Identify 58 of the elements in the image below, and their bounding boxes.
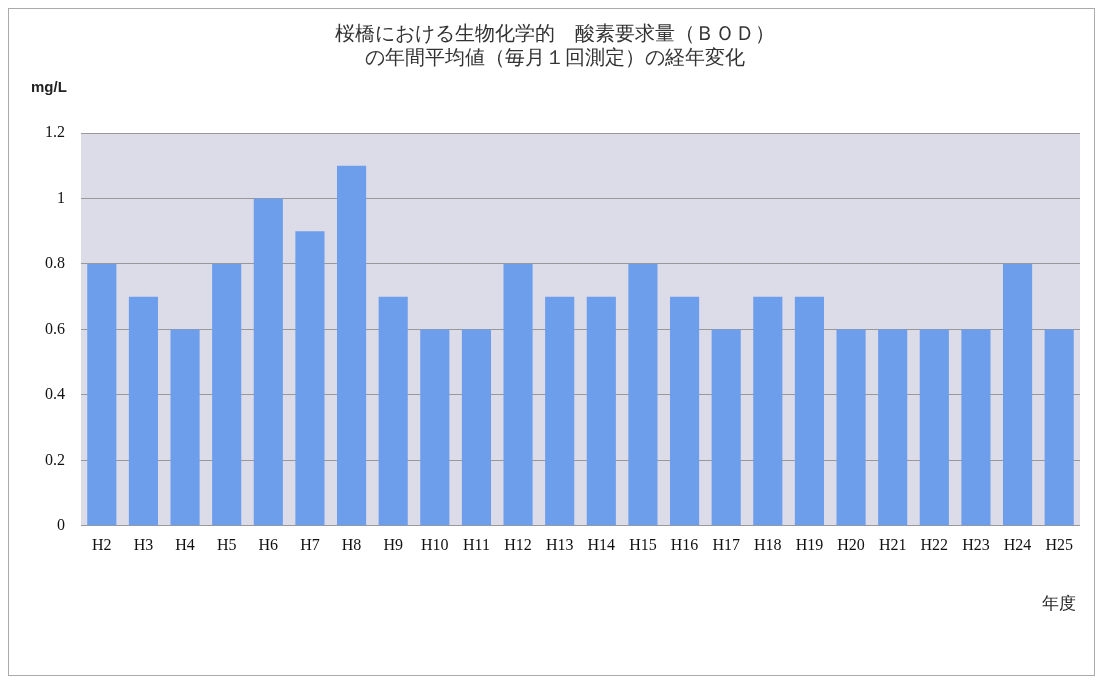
x-tick-label: H16 xyxy=(670,535,699,553)
bar xyxy=(586,296,616,526)
bar xyxy=(212,263,242,526)
bar xyxy=(420,329,450,526)
x-tick-label: H25 xyxy=(1045,535,1073,553)
x-tick-label: H13 xyxy=(545,535,574,553)
x-tick-label: H8 xyxy=(341,535,362,553)
x-tick-label: H2 xyxy=(92,535,112,553)
x-tick-label: H24 xyxy=(1003,535,1032,553)
x-tick-label: H7 xyxy=(300,535,320,553)
x-tick-label: H4 xyxy=(175,535,195,553)
bar xyxy=(669,296,700,526)
x-tick-label: H17 xyxy=(712,535,740,553)
y-tick-label: 0.6 xyxy=(45,319,65,337)
x-tick-label: H9 xyxy=(383,535,403,553)
bar xyxy=(961,329,991,526)
x-tick-label: H22 xyxy=(920,535,949,553)
bar xyxy=(503,263,533,526)
bar xyxy=(711,329,741,526)
bar xyxy=(628,263,658,526)
x-tick-label: H19 xyxy=(795,535,824,553)
bar xyxy=(878,329,908,526)
bar xyxy=(295,231,325,526)
x-axis-title: 年度 xyxy=(1042,592,1076,613)
bar xyxy=(170,329,200,526)
x-tick-label: H18 xyxy=(754,535,782,553)
bar xyxy=(461,329,492,526)
x-tick-label: H15 xyxy=(629,535,657,553)
chart-title: 桜橋における生物化学的 酸素要求量（ＢＯＤ）の年間平均値（毎月１回測定）の経年変化 xyxy=(334,21,775,70)
x-tick-label: H5 xyxy=(216,535,237,553)
x-tick-label: H14 xyxy=(587,535,616,553)
y-tick-label: 1.2 xyxy=(45,123,65,141)
x-tick-label: H20 xyxy=(837,535,865,553)
x-tick-label: H21 xyxy=(878,535,907,553)
y-tick-label: 1 xyxy=(57,188,65,206)
bar xyxy=(1044,329,1074,526)
bar xyxy=(753,296,783,526)
bar xyxy=(128,296,159,526)
bar xyxy=(919,329,949,526)
y-tick-label: 0.4 xyxy=(45,385,65,403)
bar xyxy=(545,296,575,526)
bar xyxy=(1002,263,1033,526)
bar xyxy=(794,296,825,526)
x-tick-label: H6 xyxy=(258,535,279,553)
x-tick-label: H11 xyxy=(462,535,490,553)
x-tick-label: H3 xyxy=(133,535,154,553)
y-axis-title: mg/L xyxy=(31,77,67,95)
x-tick-label: H23 xyxy=(962,535,990,553)
y-tick-label: 0.2 xyxy=(45,450,65,468)
bar xyxy=(378,296,408,526)
y-tick-label: 0 xyxy=(57,516,65,533)
bar xyxy=(336,165,367,526)
y-tick-label: 0.8 xyxy=(45,254,65,272)
bar xyxy=(253,198,283,526)
bar xyxy=(836,329,866,526)
x-tick-label: H12 xyxy=(504,535,532,553)
x-tick-label: H10 xyxy=(421,535,449,553)
bar xyxy=(87,263,117,526)
